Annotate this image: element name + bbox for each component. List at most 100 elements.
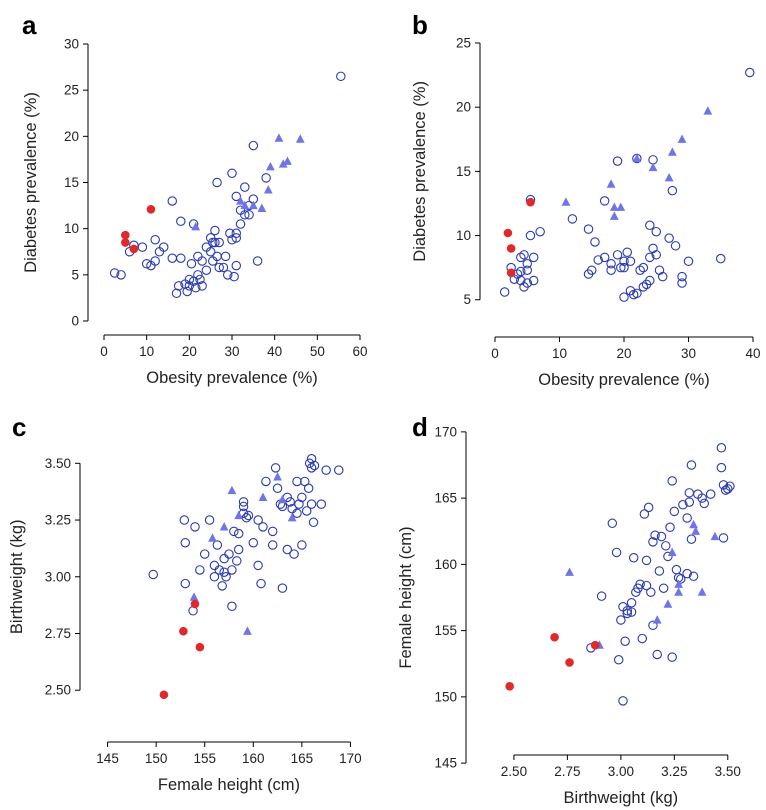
data-point-circle [606, 265, 616, 275]
data-point-triangle [273, 472, 282, 481]
x-tick-label: 50 [310, 344, 325, 359]
data-point-circle [525, 230, 536, 241]
data-point-triangle [697, 587, 707, 596]
data-point-triangle [667, 147, 677, 156]
chart-panel-c: c 145 150 155 160 165 170 2.50 2.75 3.00 3.25 3.50 F… [8, 412, 362, 794]
data-point-circle [190, 522, 200, 532]
data-point-circle [619, 292, 629, 302]
data-point-circle [671, 564, 682, 575]
x-tick-label: 160 [242, 751, 265, 766]
data-point-circle [651, 250, 661, 260]
data-point-circle [309, 460, 320, 471]
data-point-circle [667, 185, 678, 196]
data-point-circle [158, 242, 169, 252]
data-point-circle [628, 552, 639, 563]
data-point-circle [292, 508, 302, 518]
data-point-circle [316, 499, 327, 509]
data-point-circle [197, 256, 207, 266]
data-point-circle [678, 499, 688, 510]
y-tick-label: 2.75 [45, 626, 71, 641]
data-point-circle [622, 608, 633, 619]
data-point-circle [599, 196, 610, 206]
data-point-circle [516, 252, 526, 263]
data-point-circle [256, 578, 266, 589]
data-point-circle [303, 483, 314, 494]
data-point-circle [596, 591, 607, 601]
panel-letter: d [412, 412, 428, 442]
data-point-circle [252, 256, 263, 266]
data-point-circle [221, 572, 231, 582]
panel-letter: b [412, 10, 428, 40]
x-axis-title: Female height (cm) [158, 776, 300, 794]
data-point-red [179, 626, 188, 636]
data-point-circle [661, 541, 671, 551]
data-point-circle [267, 526, 278, 537]
data-point-circle [612, 250, 623, 260]
data-point-circle [240, 182, 250, 192]
data-point-circle [648, 537, 658, 547]
y-tick-label: 160 [434, 557, 457, 572]
data-point-circle [227, 234, 237, 245]
data-point-red [146, 204, 156, 214]
data-point-red [505, 681, 514, 691]
data-point-circle [204, 515, 215, 525]
data-point-circle [321, 465, 331, 475]
data-point-circle [622, 605, 633, 616]
data-point-circle [613, 655, 624, 665]
y-tick-label: 20 [64, 129, 79, 144]
data-point-triangle [248, 200, 258, 210]
data-point-circle [176, 253, 186, 263]
data-point-circle [619, 256, 629, 266]
data-point-triangle [227, 485, 237, 495]
y-tick-label: 25 [64, 83, 79, 98]
data-point-triangle [691, 526, 701, 535]
data-point-red [550, 632, 559, 642]
data-point-circle [261, 476, 271, 487]
y-tick-label: 3.00 [45, 569, 71, 584]
y-axis-title: Birthweight (kg) [8, 519, 26, 634]
data-point-circle [599, 252, 610, 263]
data-point-circle [243, 510, 254, 521]
data-point-triangle [278, 494, 287, 504]
data-point-circle [137, 242, 148, 252]
data-point-circle [669, 506, 680, 517]
data-point-circle [654, 566, 665, 576]
data-point-circle [214, 262, 224, 273]
data-point-circle [697, 493, 707, 503]
data-point-triangle [189, 592, 199, 601]
data-point-circle [616, 615, 626, 625]
data-point-red [590, 640, 600, 650]
data-point-circle [224, 549, 234, 559]
data-point-circle [141, 259, 152, 269]
data-point-circle [235, 219, 246, 229]
data-point-circle [499, 287, 510, 297]
y-tick-label: 5 [71, 267, 79, 282]
data-point-circle [665, 522, 675, 533]
data-point-circle [116, 270, 126, 280]
data-point-circle [214, 565, 225, 575]
data-point-circle [670, 241, 681, 251]
y-tick-label: 3.50 [45, 456, 71, 471]
data-point-circle [635, 265, 645, 275]
data-point-triangle [674, 587, 683, 596]
x-tick-label: 40 [745, 346, 760, 361]
data-point-triangle [295, 134, 305, 143]
y-tick-label: 30 [64, 37, 79, 52]
panel-letter: c [12, 412, 26, 442]
y-tick-label: 150 [434, 689, 457, 704]
data-point-circle [186, 259, 197, 269]
data-point-circle [682, 513, 692, 523]
data-point-circle [583, 224, 594, 234]
data-point-circle [148, 569, 158, 580]
data-point-triangle [667, 547, 677, 557]
x-axis-title: Obesity prevalence (%) [146, 369, 318, 387]
data-point-circle [516, 266, 526, 277]
data-point-circle [231, 228, 242, 239]
data-point-circle [180, 537, 191, 548]
data-point-circle [618, 696, 628, 706]
y-tick-label: 15 [64, 175, 79, 190]
data-point-red [195, 642, 205, 652]
data-point-triangle [663, 599, 673, 608]
data-point-circle [176, 216, 186, 227]
data-point-triangle [283, 156, 292, 165]
